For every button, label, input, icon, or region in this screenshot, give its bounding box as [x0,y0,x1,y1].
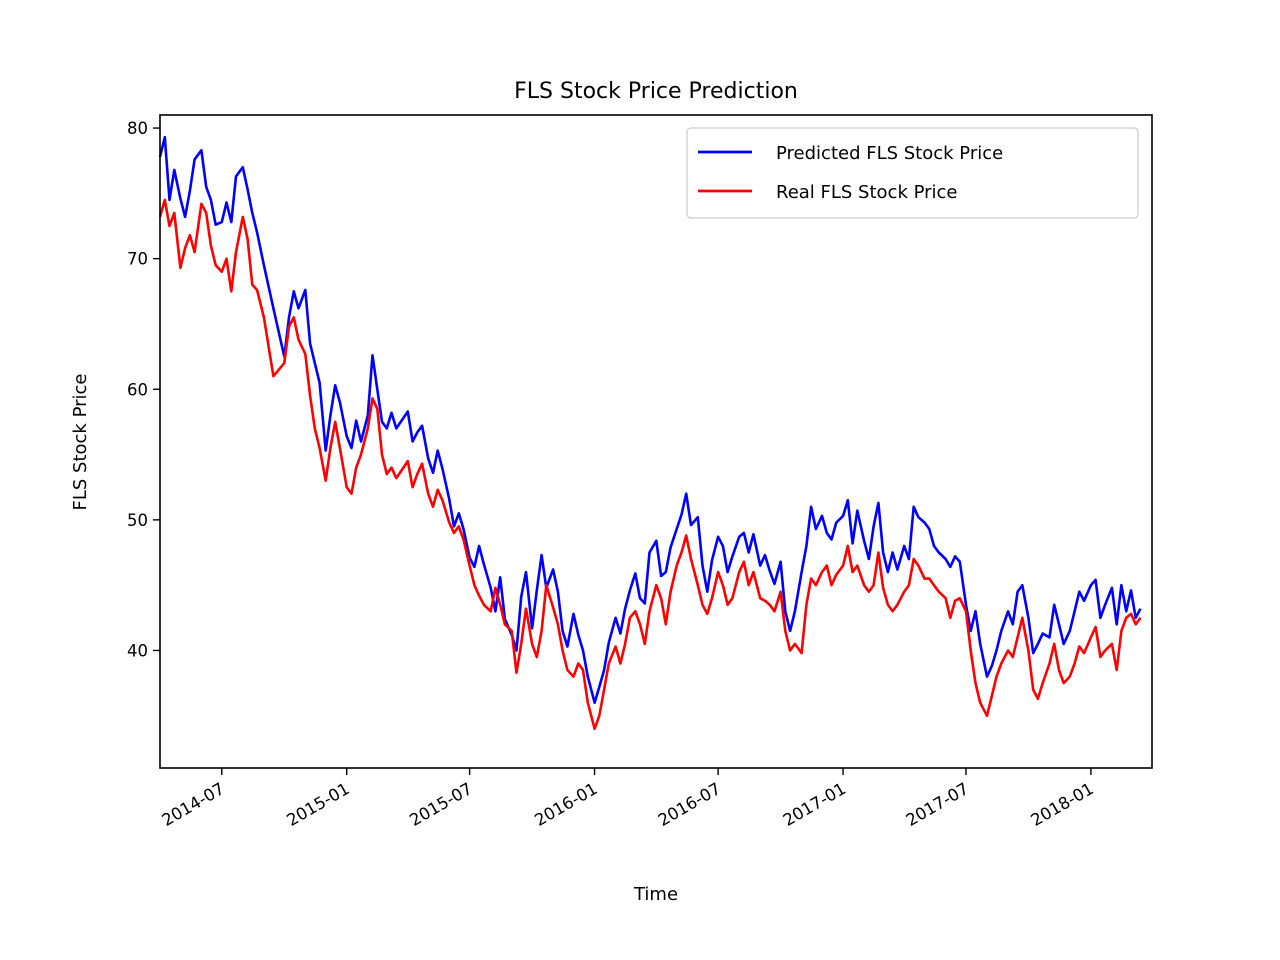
y-tick-label: 80 [127,119,148,138]
series-layer [158,135,1142,731]
legend-label-predicted: Predicted FLS Stock Price [776,143,1003,164]
chart-title: FLS Stock Price Prediction [514,79,798,104]
legend-box [686,127,1139,219]
x-axis-label: Time [633,884,678,905]
y-tick-label: 50 [127,511,148,530]
legend-label-real: Real FLS Stock Price [776,182,958,203]
y-tick-label: 70 [127,250,148,269]
y-tick-label: 40 [127,641,148,660]
series-line-real [158,198,1142,731]
y-tick-label: 60 [127,380,148,399]
y-axis-label: FLS Stock Price [70,374,91,511]
series-line-predicted [158,135,1142,704]
legend: Predicted FLS Stock Price Real FLS Stock … [686,127,1139,219]
plot-frame [159,114,1153,769]
